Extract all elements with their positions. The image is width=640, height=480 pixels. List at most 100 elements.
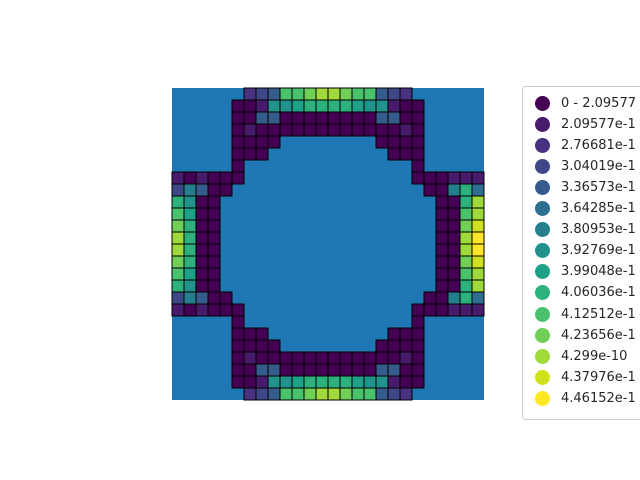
heatmap-cell [243, 375, 257, 389]
heatmap-cell [171, 243, 185, 257]
heatmap-cell [243, 339, 257, 353]
heatmap-cell [411, 135, 425, 149]
legend-marker-icon [535, 369, 550, 385]
legend-item: 3.80953e-1 [535, 220, 636, 240]
legend-label: 4.37976e-1 [561, 369, 636, 385]
heatmap-cell [339, 99, 353, 113]
heatmap-cell [171, 183, 185, 197]
heatmap-cell [207, 255, 221, 269]
heatmap-cell [171, 291, 185, 305]
heatmap-cell [447, 279, 461, 293]
legend-label: 4.12512e-1 [561, 306, 636, 322]
heatmap-cell [387, 375, 401, 389]
legend-item: 0 - 2.09577 [535, 93, 636, 113]
heatmap-cell [183, 291, 197, 305]
heatmap-cell [351, 87, 365, 101]
heatmap-cell [399, 147, 413, 161]
heatmap-cell [207, 267, 221, 281]
heatmap-cell [471, 267, 485, 281]
legend-item: 3.64285e-1 [535, 199, 636, 219]
heatmap-cell [387, 327, 401, 341]
heatmap-cell [255, 351, 269, 365]
legend-marker-icon [535, 95, 550, 111]
heatmap-cell [387, 135, 401, 149]
heatmap-cell [183, 279, 197, 293]
heatmap-cell [327, 87, 341, 101]
heatmap-cell [195, 243, 209, 257]
heatmap-cell [387, 387, 401, 401]
heatmap-cell [327, 111, 341, 125]
heatmap-cell [459, 231, 473, 245]
heatmap-cell [399, 363, 413, 377]
legend-label: 2.09577e-1 [561, 116, 636, 132]
heatmap-cell [267, 123, 281, 137]
heatmap-cell [435, 171, 449, 185]
heatmap-cell [387, 111, 401, 125]
legend-item: 3.04019e-1 [535, 156, 636, 176]
heatmap-cell [267, 387, 281, 401]
heatmap-cell [459, 243, 473, 257]
heatmap-cell [375, 339, 389, 353]
plot-background [172, 88, 484, 400]
heatmap-cell [351, 387, 365, 401]
heatmap-cell [399, 375, 413, 389]
heatmap-cell [195, 195, 209, 209]
legend-marker-icon [535, 243, 550, 259]
heatmap-cell [267, 87, 281, 101]
heatmap-cell [255, 111, 269, 125]
heatmap-cell [459, 255, 473, 269]
heatmap-cell [267, 135, 281, 149]
heatmap-cell [183, 195, 197, 209]
heatmap-cell [315, 123, 329, 137]
heatmap-cell [435, 183, 449, 197]
legend-marker-icon [535, 158, 550, 174]
heatmap-cells [171, 87, 485, 401]
heatmap-cell [255, 99, 269, 113]
heatmap-cell [255, 387, 269, 401]
legend-item: 4.46152e-1 [535, 388, 636, 408]
heatmap-cell [231, 363, 245, 377]
heatmap-cell [267, 351, 281, 365]
heatmap-cell [411, 171, 425, 185]
legend-label: 3.99048e-1 [561, 264, 636, 280]
heatmap-cell [327, 123, 341, 137]
heatmap-cell [327, 351, 341, 365]
heatmap-cell [471, 303, 485, 317]
heatmap-cell [327, 387, 341, 401]
heatmap-cell [315, 87, 329, 101]
heatmap-cell [399, 99, 413, 113]
heatmap-cell [219, 183, 233, 197]
heatmap-cell [195, 183, 209, 197]
heatmap-cell [171, 207, 185, 221]
heatmap-cell [231, 375, 245, 389]
heatmap-cell [279, 387, 293, 401]
heatmap-cell [207, 243, 221, 257]
heatmap-cell [243, 111, 257, 125]
heatmap-cell [243, 363, 257, 377]
legend-marker-icon [535, 201, 550, 216]
heatmap-cell [411, 351, 425, 365]
heatmap-cell [387, 123, 401, 137]
heatmap-cell [363, 363, 377, 377]
heatmap-cell [303, 111, 317, 125]
heatmap-cell [327, 363, 341, 377]
heatmap-cell [447, 195, 461, 209]
heatmap-cell [303, 363, 317, 377]
legend-label: 4.23656e-1 [561, 327, 636, 343]
legend-label: 3.64285e-1 [561, 201, 636, 216]
heatmap-cell [471, 291, 485, 305]
heatmap-cell [171, 219, 185, 233]
heatmap-cell [291, 111, 305, 125]
heatmap-cell [207, 231, 221, 245]
heatmap-cell [411, 327, 425, 341]
legend-marker-icon [535, 137, 550, 153]
heatmap-cell [411, 159, 425, 173]
heatmap-cell [447, 207, 461, 221]
heatmap-cell [183, 171, 197, 185]
heatmap-cell [363, 351, 377, 365]
heatmap-cell [255, 327, 269, 341]
heatmap-cell [303, 123, 317, 137]
heatmap-cell [195, 267, 209, 281]
heatmap-cell [267, 339, 281, 353]
heatmap-cell [399, 327, 413, 341]
